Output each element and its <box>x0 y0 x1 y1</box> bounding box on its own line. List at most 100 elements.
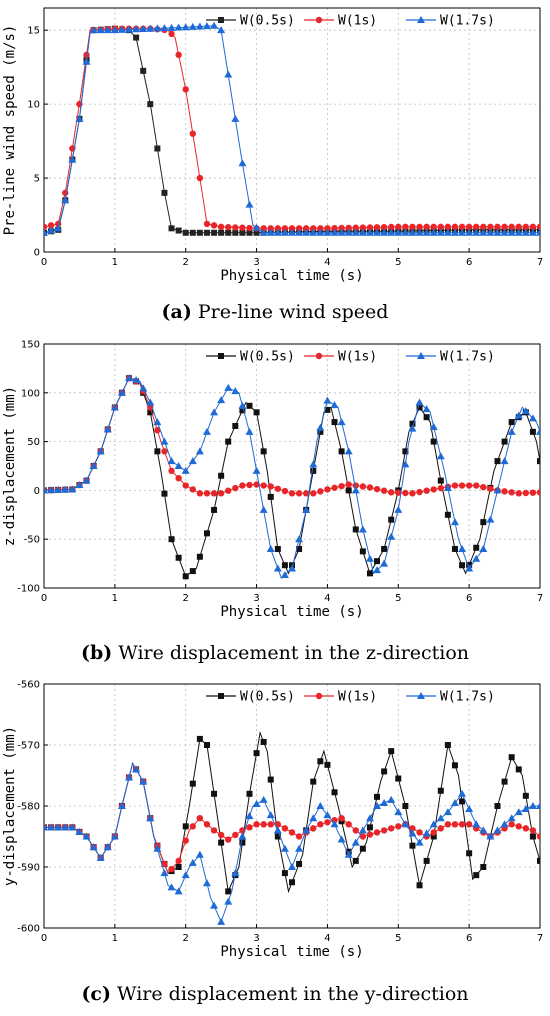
series-1-point-27 <box>232 484 239 492</box>
series-0-point-25 <box>218 472 225 479</box>
series-1-point-36 <box>295 225 303 232</box>
legend-label-2: W(1.7s) <box>440 690 495 705</box>
series-1-point-28 <box>239 224 246 231</box>
series-0-point-19 <box>175 554 182 561</box>
series-1-point-37 <box>302 225 310 232</box>
series-2-point-22 <box>195 447 204 455</box>
series-1-point-49 <box>388 223 395 231</box>
series-2-point-41 <box>330 228 339 236</box>
y-tick-label-3: -570 <box>17 741 40 752</box>
series-1-point-30 <box>253 481 260 488</box>
series-1-point-35 <box>288 829 296 836</box>
y-tick-label-2: -580 <box>17 802 40 813</box>
series-2-point-11 <box>117 802 126 809</box>
series-1-point-24 <box>210 490 218 497</box>
series-1-point-29 <box>246 224 253 232</box>
series-0-point-48 <box>381 545 388 552</box>
series-1-point-3 <box>62 189 69 197</box>
series-2-point-62 <box>479 228 488 236</box>
series-2-point-19 <box>174 887 183 895</box>
series-1-point-59 <box>458 223 466 231</box>
series-2-point-17 <box>160 869 169 877</box>
legend-marker-2 <box>417 352 425 359</box>
series-0-point-59 <box>459 798 466 805</box>
series-1-point-48 <box>380 223 388 231</box>
series-2-point-44 <box>351 486 360 494</box>
series-1-point-36 <box>295 833 303 840</box>
series-1-point-6 <box>83 51 90 59</box>
series-1-point-58 <box>451 821 459 828</box>
series-1-point-23 <box>203 490 211 497</box>
y-tick-label-2: 0 <box>34 486 40 497</box>
series-0-point-70 <box>537 458 540 465</box>
series-2-point-24 <box>210 901 219 909</box>
series-2-point-52 <box>408 424 417 432</box>
series-0-point-16 <box>154 448 161 455</box>
series-1-point-16 <box>154 427 161 434</box>
series-2-point-27 <box>231 114 240 122</box>
series-0-point-25 <box>218 229 225 236</box>
series-0-point-33 <box>274 833 281 840</box>
series-1-point-70 <box>536 489 540 496</box>
series-0-point-39 <box>317 758 324 765</box>
series-0-point-19 <box>175 227 182 234</box>
series-0-point-64 <box>494 458 501 465</box>
legend-marker-0 <box>218 693 224 699</box>
series-2-point-21 <box>188 457 197 465</box>
series-2-point-25 <box>217 26 226 34</box>
series-2-point-18 <box>167 23 176 31</box>
series-2-point-52 <box>408 829 417 837</box>
series-2-point-70 <box>536 802 540 809</box>
series-1-point-31 <box>260 482 267 489</box>
series-2-point-70 <box>536 228 540 236</box>
series-1-point-27 <box>232 224 239 231</box>
series-2-point-33 <box>273 564 282 572</box>
series-0-point-61 <box>473 544 480 551</box>
series-2-point-22 <box>195 22 204 30</box>
series-1-point-52 <box>409 223 416 231</box>
legend-label-0: W(0.5s) <box>240 350 295 365</box>
legend-label-1: W(1s) <box>338 14 377 29</box>
series-0-point-17 <box>161 189 168 196</box>
series-0-point-23 <box>203 742 210 748</box>
series-1-point-31 <box>260 225 267 232</box>
y-tick-label-0: -600 <box>17 924 40 935</box>
series-1-point-26 <box>225 836 232 843</box>
series-0-point-21 <box>189 568 196 575</box>
series-0-point-62 <box>480 864 487 870</box>
series-0-point-15 <box>147 101 154 108</box>
series-1-point-62 <box>480 483 487 491</box>
series-2-point-31 <box>259 505 268 513</box>
x-axis-label: Physical time (s) <box>220 268 363 284</box>
series-2-point-48 <box>380 798 389 806</box>
series-0-point-45 <box>359 548 366 555</box>
series-2-point-28 <box>238 832 247 840</box>
series-2-point-55 <box>429 820 438 828</box>
series-1-point-65 <box>501 223 508 231</box>
legend-label-2: W(1.7s) <box>440 14 495 29</box>
series-0-point-29 <box>246 229 253 236</box>
y-tick-label-4: -560 <box>17 680 40 691</box>
series-1-point-21 <box>189 823 196 830</box>
series-2-point-39 <box>316 423 325 431</box>
series-2-point-13 <box>132 765 141 773</box>
series-1-point-50 <box>395 823 402 830</box>
series-2-point-51 <box>401 228 410 236</box>
series-1-point-1 <box>47 222 55 229</box>
series-2-point-69 <box>528 802 537 809</box>
series-2-point-8 <box>96 447 105 455</box>
series-2-point-61 <box>472 554 481 562</box>
series-0-point-40 <box>324 761 331 768</box>
series-2-point-60 <box>465 228 474 236</box>
series-1-point-43 <box>345 821 352 828</box>
series-2-point-49 <box>387 228 396 236</box>
series-2-point-41 <box>330 401 339 409</box>
series-2-point-63 <box>486 228 495 236</box>
series-1-point-63 <box>487 223 494 231</box>
series-2-point-56 <box>436 814 445 822</box>
series-0-point-30 <box>253 409 260 416</box>
series-2-point-53 <box>415 228 424 236</box>
series-2-point-9 <box>103 425 112 433</box>
series-2 <box>44 21 540 236</box>
series-2-point-69 <box>528 228 537 236</box>
